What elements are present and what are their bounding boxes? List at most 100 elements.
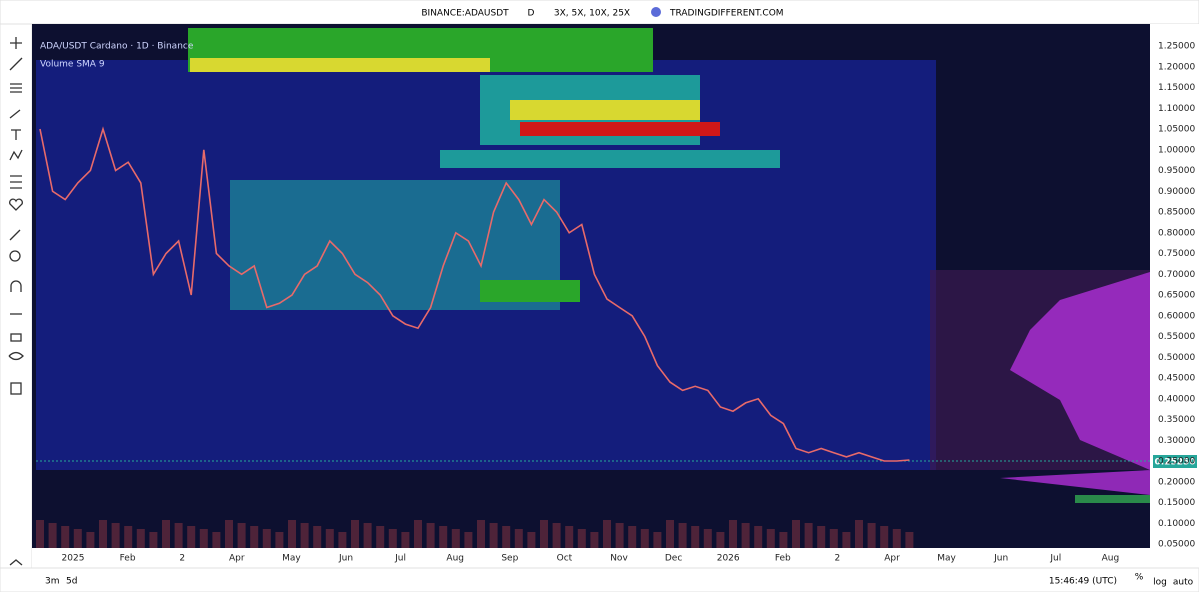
price-tick-label: 0.65000 bbox=[1158, 291, 1195, 301]
volume-bar bbox=[527, 532, 536, 548]
volume-bar bbox=[149, 532, 158, 548]
volume-bar bbox=[338, 532, 347, 548]
price-tick-label: 0.75000 bbox=[1158, 249, 1195, 259]
volume-bar bbox=[615, 523, 624, 548]
price-tick-label: 0.80000 bbox=[1158, 228, 1195, 238]
volume-bar bbox=[288, 520, 296, 548]
price-tick-label: 1.25000 bbox=[1158, 42, 1195, 52]
volume-bar bbox=[703, 529, 712, 548]
volume-bar bbox=[741, 523, 750, 548]
time-tick-label: Oct bbox=[557, 554, 573, 564]
volume-profile-base bbox=[1075, 495, 1150, 503]
volume-bar bbox=[855, 520, 863, 548]
heatmap-yellow bbox=[190, 58, 490, 72]
site: TRADINGDIFFERENT.COM bbox=[669, 9, 784, 19]
time-tick-label: Aug bbox=[1102, 554, 1120, 564]
time-tick-label: May bbox=[282, 554, 301, 564]
volume-bar bbox=[640, 529, 649, 548]
heatmap-yellow bbox=[510, 100, 700, 120]
volume-bar bbox=[61, 526, 70, 548]
current-price-badge bbox=[1153, 455, 1197, 468]
volume-bar bbox=[666, 520, 674, 548]
tool-icons[interactable] bbox=[8, 37, 24, 566]
volume-bar bbox=[401, 532, 410, 548]
toolbar bbox=[0, 23, 33, 569]
volume-bar bbox=[792, 520, 800, 548]
volume-bar bbox=[136, 529, 145, 548]
volume-bar bbox=[225, 520, 233, 548]
volume-bar bbox=[754, 526, 763, 548]
time-tick-label: Apr bbox=[884, 554, 900, 564]
volume-bar bbox=[351, 520, 359, 548]
interval[interactable]: D bbox=[528, 9, 535, 19]
clock: 15:46:49 (UTC) bbox=[1049, 577, 1117, 587]
volume-bar bbox=[388, 529, 397, 548]
time-tick-label: 2025 bbox=[62, 554, 85, 564]
volume-bar bbox=[691, 526, 700, 548]
time-tick-label: 2026 bbox=[717, 554, 740, 564]
time-tick-label: Nov bbox=[610, 554, 628, 564]
volume-bar bbox=[162, 520, 170, 548]
volume-bar bbox=[552, 523, 561, 548]
symbol[interactable]: BINANCE:ADAUSDT bbox=[421, 9, 509, 19]
time-tick-label: 2 bbox=[179, 554, 185, 564]
volume-bar bbox=[187, 526, 196, 548]
volume-bar bbox=[716, 532, 725, 548]
percent-toggle[interactable]: % bbox=[1135, 573, 1144, 583]
price-tick-label: 0.45000 bbox=[1158, 374, 1195, 384]
auto-toggle[interactable]: auto bbox=[1173, 578, 1194, 588]
time-tick-label: Jul bbox=[394, 554, 406, 564]
volume-bar bbox=[237, 523, 246, 548]
volume-bar bbox=[577, 529, 586, 548]
volume-bar bbox=[451, 529, 460, 548]
price-axis bbox=[1150, 24, 1199, 548]
volume-bar bbox=[766, 529, 775, 548]
volume-bar bbox=[300, 523, 309, 548]
range-button[interactable]: 5d bbox=[66, 577, 77, 587]
volume-bar bbox=[817, 526, 826, 548]
price-tick-label: 0.30000 bbox=[1158, 436, 1195, 446]
volume-bar bbox=[275, 532, 284, 548]
price-tick-label: 1.20000 bbox=[1158, 62, 1195, 72]
volume-bar bbox=[250, 526, 259, 548]
time-tick-label: Sep bbox=[501, 554, 518, 564]
volume-bar bbox=[174, 523, 183, 548]
time-tick-label: Jun bbox=[338, 554, 353, 564]
volume-bar bbox=[414, 520, 422, 548]
leverage: 3X, 5X, 10X, 25X bbox=[554, 9, 630, 19]
volume-bar bbox=[502, 526, 511, 548]
volume-bar bbox=[73, 529, 82, 548]
price-tick-label: 0.90000 bbox=[1158, 187, 1195, 197]
volume-bar bbox=[489, 523, 498, 548]
volume-bar bbox=[653, 532, 662, 548]
volume-bar bbox=[867, 523, 876, 548]
range-button[interactable]: 3m bbox=[45, 577, 60, 587]
site-icon bbox=[651, 7, 661, 17]
price-tick-label: 0.70000 bbox=[1158, 270, 1195, 280]
price-tick-label: 0.10000 bbox=[1158, 519, 1195, 529]
volume-bar bbox=[376, 526, 385, 548]
volume-bar bbox=[603, 520, 611, 548]
volume-bar bbox=[199, 529, 208, 548]
volume-bar bbox=[124, 526, 133, 548]
volume-bar bbox=[325, 529, 334, 548]
log-toggle[interactable]: log bbox=[1153, 578, 1167, 588]
volume-bar bbox=[729, 520, 737, 548]
volume-bar bbox=[628, 526, 637, 548]
price-tick-label: 1.05000 bbox=[1158, 125, 1195, 135]
price-line bbox=[39, 126, 910, 462]
volume-bar bbox=[477, 520, 485, 548]
volume-bar bbox=[464, 532, 473, 548]
volume-bar bbox=[590, 532, 599, 548]
price-tick-label: 0.50000 bbox=[1158, 353, 1195, 363]
volume-bar bbox=[779, 532, 788, 548]
volume-bar bbox=[804, 523, 813, 548]
volume-bar bbox=[678, 523, 687, 548]
price-tick-label: 0.35000 bbox=[1158, 415, 1195, 425]
price-tick-label: 0.25000 bbox=[1158, 457, 1195, 467]
price-tick-label: 1.10000 bbox=[1158, 104, 1195, 114]
volume-bar bbox=[86, 532, 95, 548]
volume-profile bbox=[1000, 272, 1150, 495]
legend-volume: Volume SMA 9 bbox=[40, 60, 105, 70]
